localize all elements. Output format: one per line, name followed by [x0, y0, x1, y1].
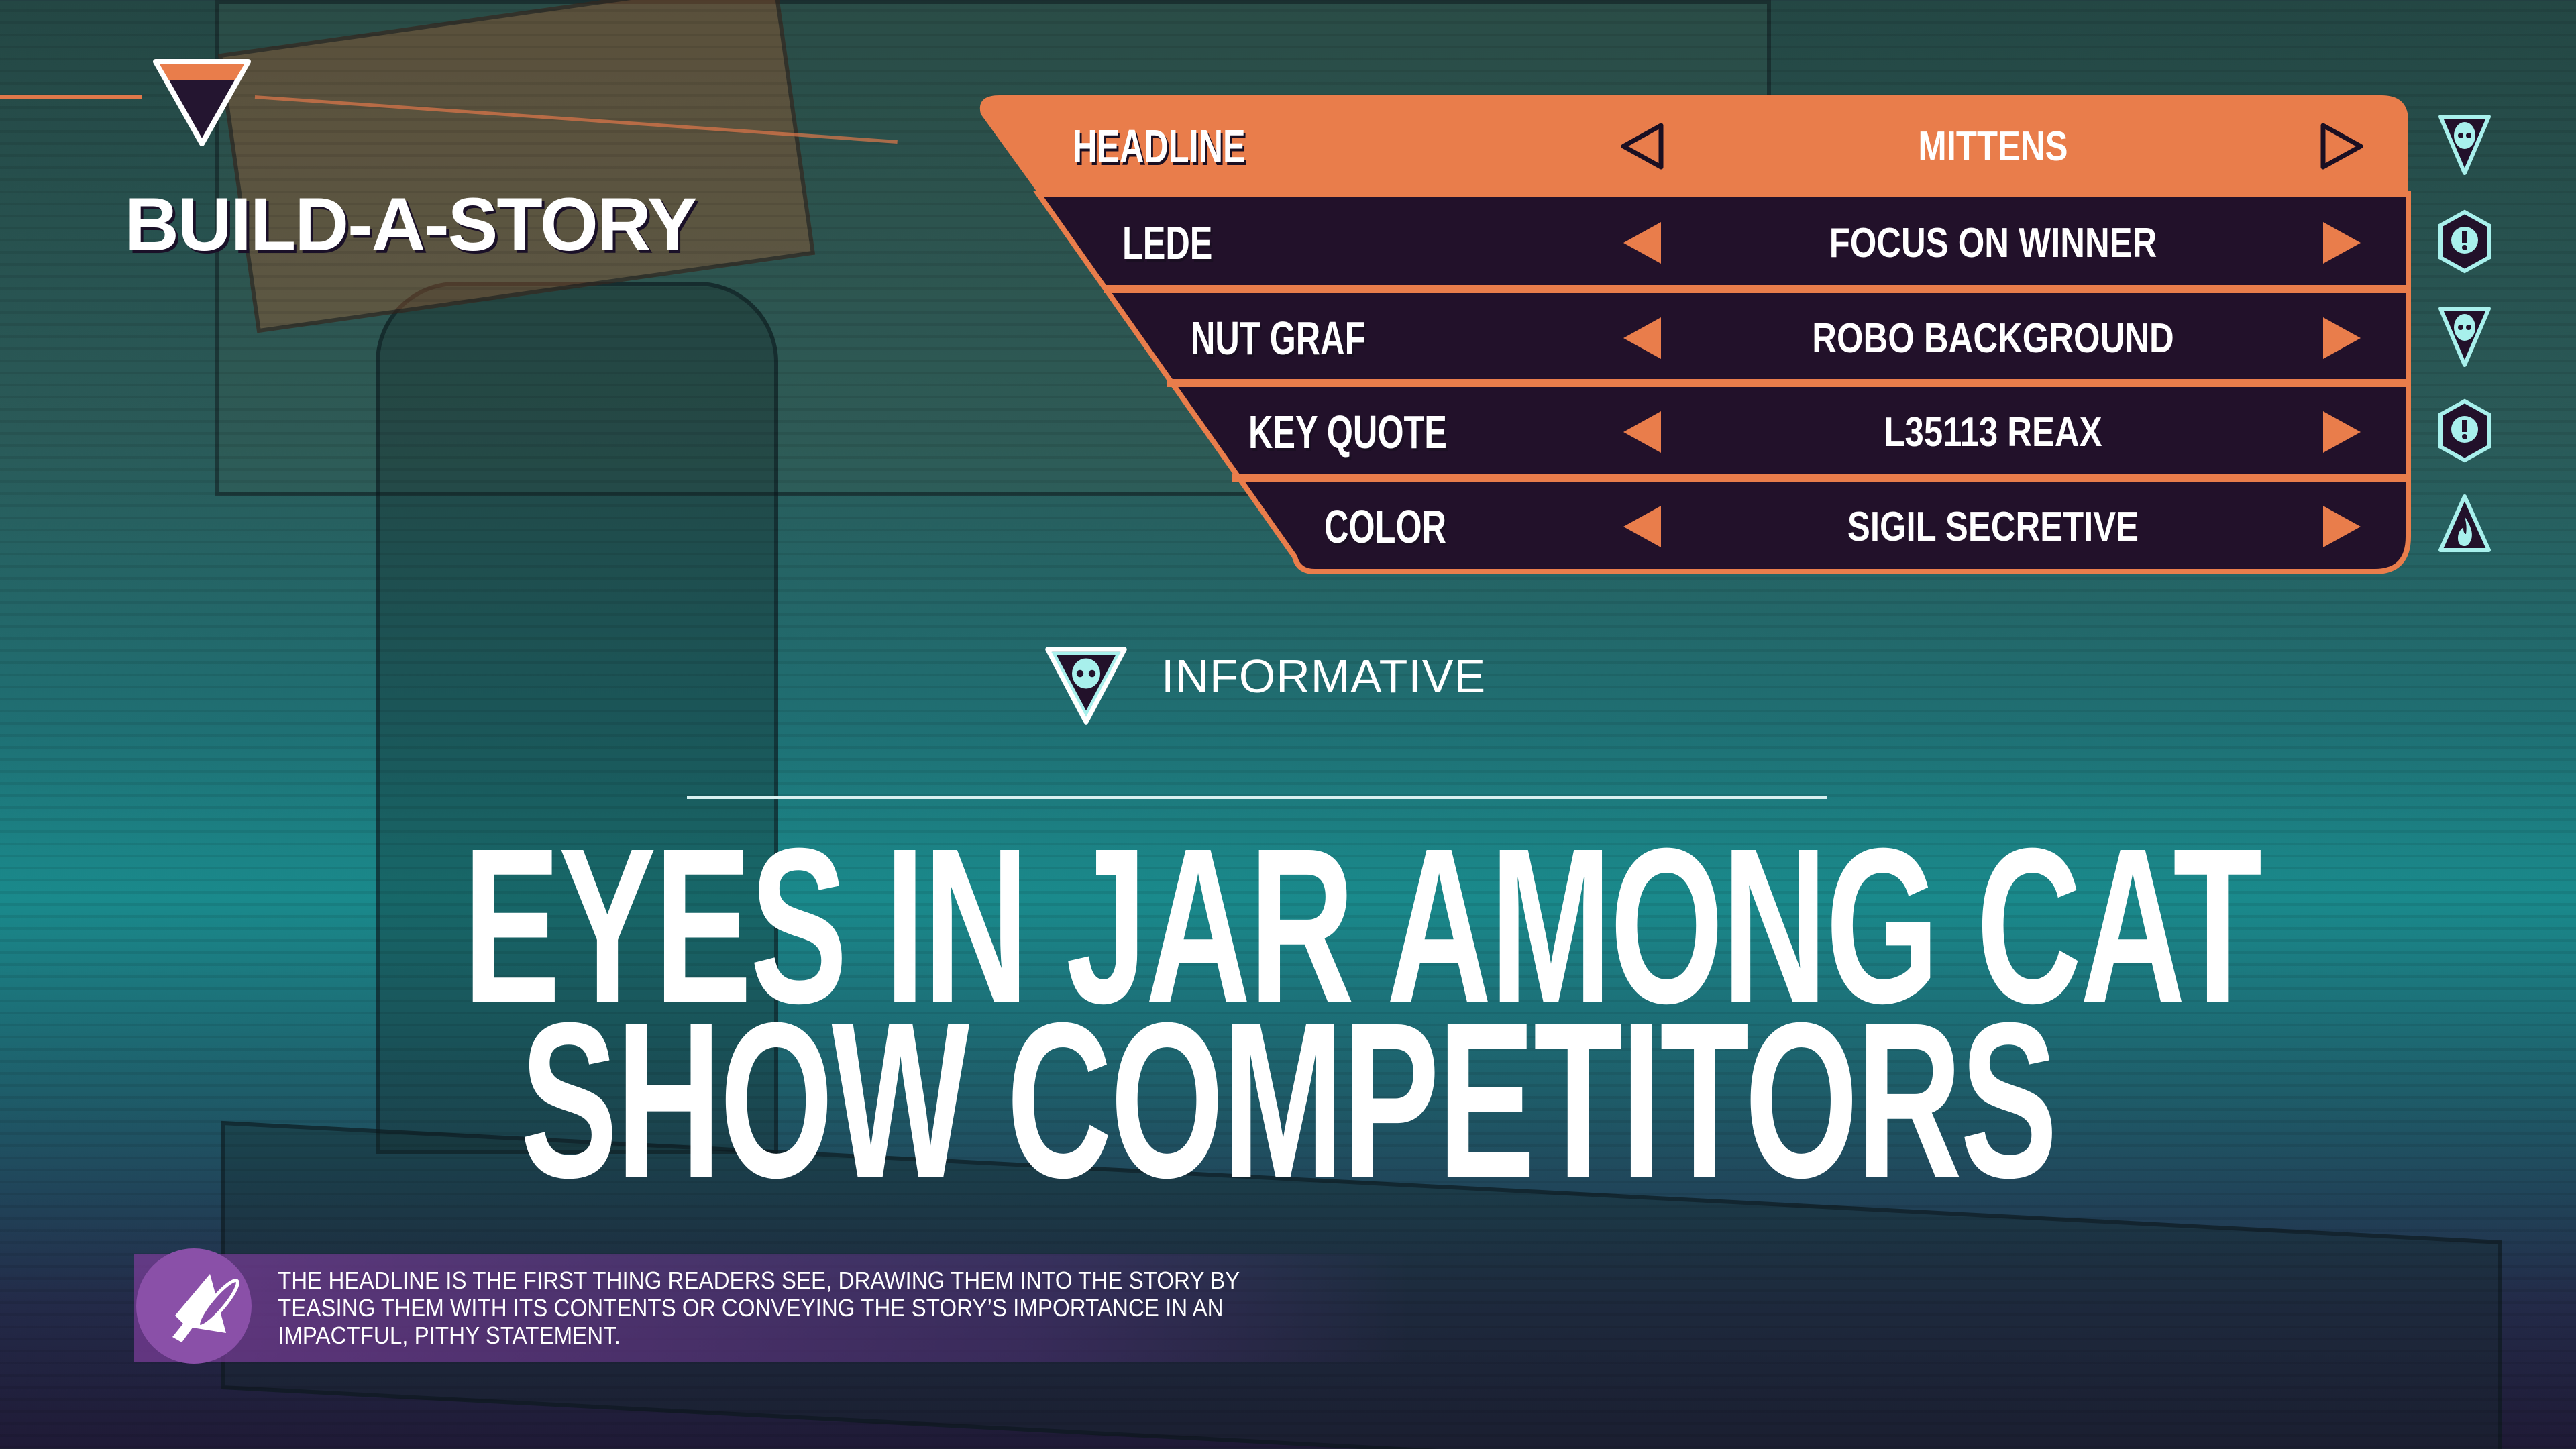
tip-bar	[134, 1254, 1409, 1362]
row-label: NUT GRAF	[1191, 312, 1366, 364]
row-label: LEDE	[1122, 217, 1213, 269]
exclamation-hexagon-icon	[2438, 398, 2491, 463]
menu-row-color[interactable]: COLOR SIGIL SECRETIVE	[1232, 479, 2408, 574]
arrow-right-icon[interactable]	[2319, 219, 2366, 266]
row-value: SIGIL SECRETIVE	[1847, 503, 2139, 550]
alien-shield-icon	[1045, 647, 1127, 724]
tip-badge	[136, 1248, 252, 1364]
row-value: ROBO BACKGROUND	[1812, 315, 2174, 362]
alien-shield-icon	[2438, 307, 2491, 367]
menu-row-headline[interactable]: HEADLINE MITTENS	[981, 99, 2408, 194]
menu-row-key-quote[interactable]: KEY QUOTE L35113 REAX	[1167, 384, 2408, 480]
logo-triangle-icon	[153, 59, 251, 146]
tone-label: INFORMATIVE	[1161, 650, 1487, 702]
menu-row-lede[interactable]: LEDE FOCUS ON WINNER	[1038, 195, 2408, 290]
arrow-right-icon[interactable]	[2319, 315, 2366, 362]
flame-triangle-icon	[2438, 494, 2491, 552]
headline-line-1: EYES IN JAR AMONG CAT	[0, 802, 2576, 1049]
row-label: HEADLINE	[1073, 120, 1246, 172]
row-label: KEY QUOTE	[1248, 406, 1447, 458]
story-menu-panel	[979, 95, 2411, 574]
menu-row-nut-graf[interactable]: NUT GRAF ROBO BACKGROUND	[1104, 290, 2408, 386]
exclamation-hexagon-icon	[2438, 209, 2491, 274]
arrow-left-icon[interactable]	[1618, 409, 1665, 455]
arrow-right-icon[interactable]	[2319, 409, 2366, 455]
divider	[687, 796, 1827, 799]
megaphone-icon	[172, 1274, 239, 1342]
tip-text: THE HEADLINE IS THE FIRST THING READERS …	[278, 1267, 1240, 1349]
decor-line	[0, 95, 142, 99]
headline-line-2: SHOW COMPETITORS	[0, 976, 2576, 1224]
app-title: BUILD-A-STORY	[125, 182, 697, 266]
arrow-right-icon[interactable]	[2319, 123, 2366, 170]
headline-text: EYES IN JAR AMONG CAT	[463, 802, 2262, 1049]
row-value: MITTENS	[1918, 123, 2068, 170]
row-value: L35113 REAX	[1884, 409, 2102, 455]
row-label: COLOR	[1324, 500, 1446, 553]
background-arch	[376, 282, 778, 1154]
arrow-left-icon[interactable]	[1618, 123, 1665, 170]
headline-text: SHOW COMPETITORS	[520, 976, 2057, 1224]
alien-shield-icon	[2438, 115, 2491, 175]
row-value: FOCUS ON WINNER	[1829, 219, 2157, 266]
arrow-left-icon[interactable]	[1618, 219, 1665, 266]
arrow-left-icon[interactable]	[1618, 315, 1665, 362]
arrow-right-icon[interactable]	[2319, 503, 2366, 550]
arrow-left-icon[interactable]	[1618, 503, 1665, 550]
